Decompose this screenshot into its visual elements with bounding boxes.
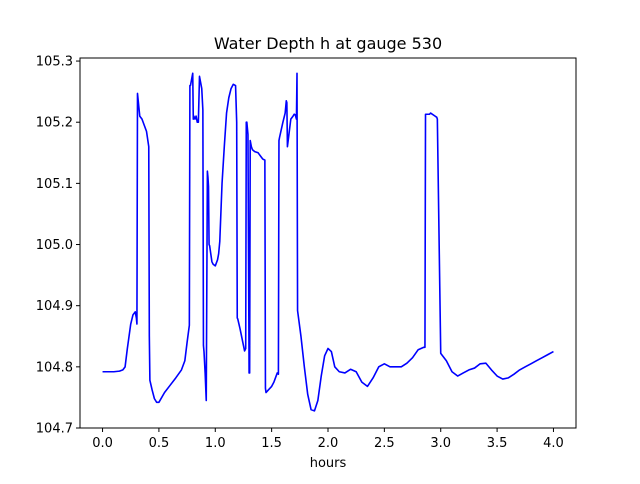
chart-title: Water Depth h at gauge 530: [214, 34, 442, 53]
series-layer: [102, 72, 554, 412]
x-tick-label: 1.0: [205, 436, 226, 451]
x-tick-label: 2.0: [318, 436, 339, 451]
y-tick-label: 104.8: [36, 360, 73, 375]
x-axis-label: hours: [310, 456, 347, 471]
x-axis-ticks: 0.0 0.5 1.0 1.5 2.0 2.5 3.0 3.5 4.0: [92, 428, 564, 451]
x-tick-label: 3.5: [487, 436, 508, 451]
y-tick-label: 105.2: [36, 116, 73, 131]
x-tick-label: 0.5: [149, 436, 170, 451]
plot-frame: [79, 57, 577, 429]
x-tick-label: 0.0: [92, 436, 113, 451]
y-tick-label: 105.0: [36, 238, 73, 253]
y-tick-label: 105.1: [36, 177, 73, 192]
y-tick-label: 104.9: [36, 299, 73, 314]
x-tick-label: 4.0: [543, 436, 564, 451]
y-tick-label: 104.7: [36, 422, 73, 437]
x-tick-label: 1.5: [261, 436, 282, 451]
y-tick-label: 105.3: [36, 55, 73, 70]
y-axis-ticks: 104.7 104.8 104.9 105.0 105.1 105.2 105.3: [36, 55, 80, 437]
x-tick-label: 3.0: [430, 436, 451, 451]
x-tick-label: 2.5: [374, 436, 395, 451]
series-line: [102, 72, 554, 412]
